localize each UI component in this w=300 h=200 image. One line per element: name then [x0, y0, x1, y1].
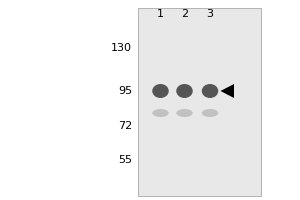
Ellipse shape [152, 109, 169, 117]
Ellipse shape [202, 84, 218, 98]
Ellipse shape [152, 84, 169, 98]
Text: 72: 72 [118, 121, 132, 131]
Ellipse shape [176, 109, 193, 117]
Text: 95: 95 [118, 86, 132, 96]
Bar [138, 8, 261, 196]
Ellipse shape [202, 109, 218, 117]
Polygon shape [220, 84, 234, 98]
Text: 1: 1 [157, 9, 164, 19]
Text: 3: 3 [206, 9, 214, 19]
Text: 55: 55 [118, 155, 132, 165]
Text: 130: 130 [111, 43, 132, 53]
Ellipse shape [176, 84, 193, 98]
Text: 2: 2 [181, 9, 188, 19]
